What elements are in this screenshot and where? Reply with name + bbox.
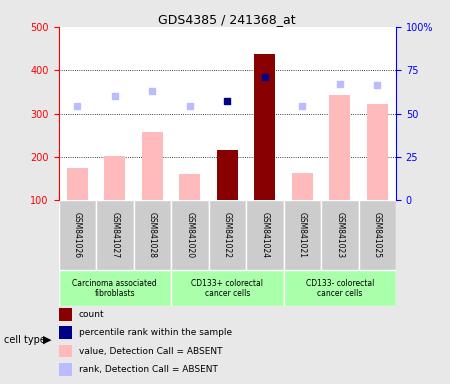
Text: CD133- colorectal
cancer cells: CD133- colorectal cancer cells	[306, 278, 374, 298]
Text: GSM841022: GSM841022	[223, 212, 232, 258]
Point	[299, 103, 306, 109]
Bar	[171, 200, 208, 270]
Bar	[58, 270, 171, 306]
Text: GSM841024: GSM841024	[260, 212, 269, 258]
Text: GSM841021: GSM841021	[298, 212, 307, 258]
Bar	[134, 200, 171, 270]
Bar	[292, 173, 313, 200]
Bar	[246, 200, 284, 270]
Text: GSM841025: GSM841025	[373, 212, 382, 258]
Bar	[58, 345, 72, 358]
Bar	[58, 200, 96, 270]
Bar	[180, 174, 200, 200]
Bar	[171, 270, 284, 306]
Bar	[329, 95, 350, 200]
Bar	[284, 270, 396, 306]
Text: value, Detection Call = ABSENT: value, Detection Call = ABSENT	[79, 346, 222, 356]
Bar	[58, 363, 72, 376]
Bar	[67, 168, 88, 200]
Text: ▶: ▶	[43, 335, 51, 345]
Title: GDS4385 / 241368_at: GDS4385 / 241368_at	[158, 13, 296, 26]
Bar	[254, 54, 275, 200]
Point	[224, 98, 231, 104]
Text: cell type: cell type	[4, 335, 46, 345]
Text: GSM841027: GSM841027	[110, 212, 119, 258]
Bar	[104, 156, 125, 200]
Bar	[208, 200, 246, 270]
Bar	[96, 200, 134, 270]
Bar	[284, 200, 321, 270]
Text: GSM841020: GSM841020	[185, 212, 194, 258]
Bar	[321, 200, 359, 270]
Point	[148, 88, 156, 94]
Point	[74, 103, 81, 109]
Point	[261, 74, 268, 80]
Bar	[217, 151, 238, 200]
Text: Carcinoma associated
fibroblasts: Carcinoma associated fibroblasts	[72, 278, 157, 298]
Bar	[58, 308, 72, 321]
Bar	[58, 326, 72, 339]
Text: GSM841023: GSM841023	[335, 212, 344, 258]
Bar	[367, 104, 387, 200]
Bar	[142, 132, 162, 200]
Text: rank, Detection Call = ABSENT: rank, Detection Call = ABSENT	[79, 365, 218, 374]
Text: CD133+ colorectal
cancer cells: CD133+ colorectal cancer cells	[191, 278, 263, 298]
Bar	[359, 200, 396, 270]
Point	[111, 93, 118, 99]
Point	[374, 82, 381, 88]
Text: GSM841026: GSM841026	[73, 212, 82, 258]
Point	[336, 81, 343, 87]
Text: GSM841028: GSM841028	[148, 212, 157, 258]
Point	[186, 103, 194, 109]
Text: count: count	[79, 310, 104, 319]
Text: percentile rank within the sample: percentile rank within the sample	[79, 328, 232, 337]
